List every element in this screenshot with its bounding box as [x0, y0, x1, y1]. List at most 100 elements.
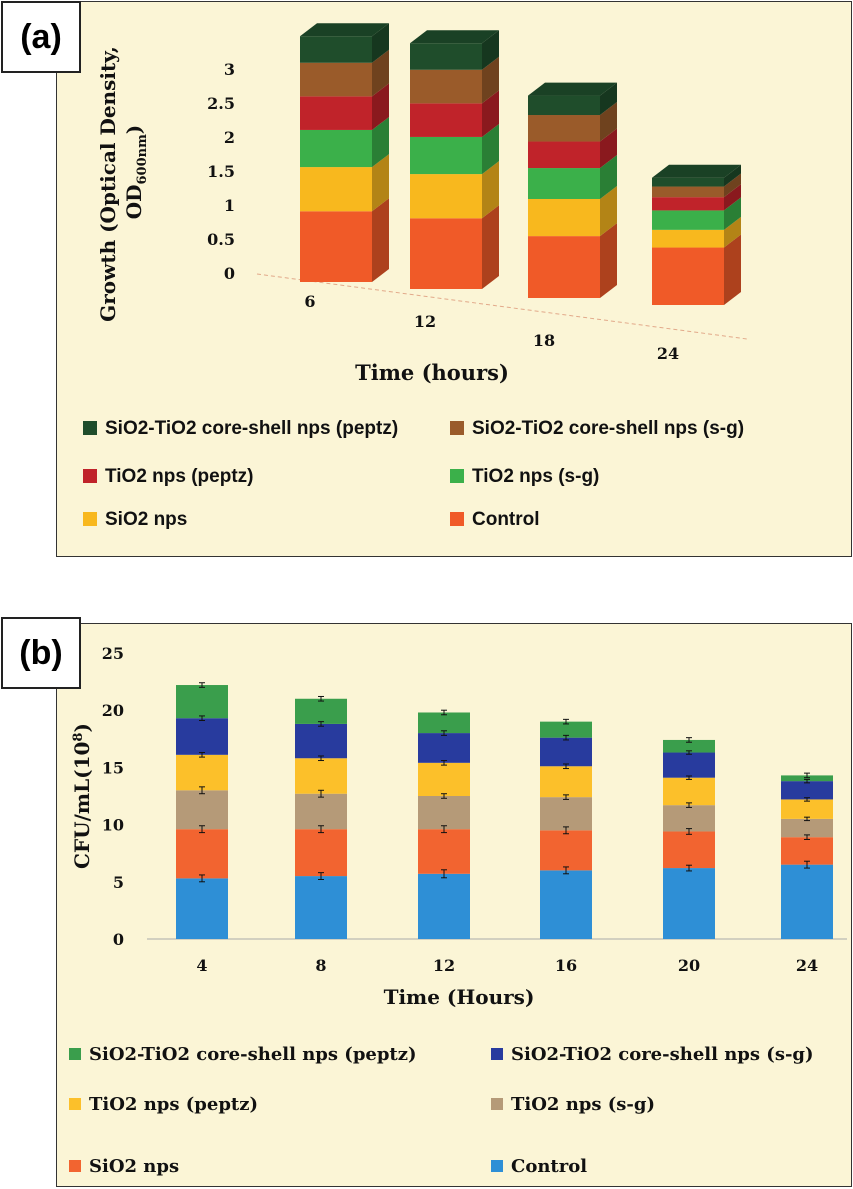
- bar-a-top: [652, 164, 741, 178]
- bar-b-segment: [295, 758, 347, 794]
- bar-a-segment: [300, 198, 389, 282]
- bar-a-front: [300, 167, 372, 212]
- y-tick-label-a: 1.5: [207, 162, 235, 181]
- bar-a-front: [528, 236, 600, 298]
- bar-a-segment: [652, 197, 741, 230]
- bar-b-segment: [781, 864, 833, 939]
- floor-line-a: [256, 273, 748, 340]
- y-tick-label-b: 25: [102, 644, 124, 663]
- y-axis-title-b-exp: 8: [71, 733, 86, 742]
- legend-b-swatch: [491, 1098, 503, 1110]
- bar-a-side: [724, 173, 741, 198]
- bar-a-side: [482, 161, 499, 219]
- x-tick-label-b: 12: [433, 956, 455, 975]
- y-tick-label-a: 2: [224, 128, 235, 147]
- bar-a-side: [724, 184, 741, 211]
- bar-b-segment: [663, 777, 715, 806]
- x-tick-label-b: 24: [796, 956, 818, 975]
- bar-b-segment: [176, 829, 228, 879]
- bar-a-front: [652, 247, 724, 305]
- bar-b-segment: [781, 775, 833, 782]
- bar-a-front: [300, 36, 372, 63]
- panel-label-a: (a): [1, 1, 81, 73]
- y-axis-title-a: Growth (Optical Density,: [96, 46, 120, 322]
- y-tick-label-b: 20: [102, 701, 124, 720]
- legend-a-swatch: [450, 421, 464, 435]
- bar-a-segment: [528, 185, 617, 237]
- bar-b-segment: [418, 712, 470, 734]
- bar-b-segment: [418, 762, 470, 796]
- legend-a-swatch: [83, 421, 97, 435]
- bar-a-side: [372, 154, 389, 212]
- legend-a-label: SiO2-TiO2 core-shell nps (s-g): [472, 418, 744, 439]
- legend-a-swatch: [83, 512, 97, 526]
- bar-b-segment: [663, 752, 715, 778]
- x-tick-label-a: 12: [414, 312, 436, 331]
- bar-a-segment: [652, 164, 741, 187]
- legend-a-label: TiO2 nps (peptz): [105, 466, 253, 487]
- bar-a-front: [300, 129, 372, 168]
- x-tick-label-a: 18: [533, 331, 555, 350]
- bar-b-segment: [176, 718, 228, 755]
- y-tick-label-a: 2.5: [207, 94, 235, 113]
- bar-a-front: [410, 43, 482, 70]
- panel-label-b: (b): [1, 617, 81, 689]
- bar-b-segment: [295, 698, 347, 724]
- bar-b-segment: [781, 781, 833, 800]
- bar-a-segment: [652, 216, 741, 248]
- bar-b-segment: [540, 766, 592, 798]
- bar-a-side: [372, 116, 389, 168]
- bar-a-front: [410, 136, 482, 175]
- bar-a-top: [528, 82, 617, 96]
- bar-a-side: [600, 185, 617, 237]
- bar-a-side: [724, 216, 741, 248]
- bar-a-segment: [528, 128, 617, 169]
- bar-a-front: [410, 174, 482, 219]
- bar-b-segment: [418, 796, 470, 830]
- bar-b-segment: [663, 739, 715, 753]
- bar-a-side: [372, 83, 389, 130]
- bar-a-side: [600, 223, 617, 298]
- y-tick-label-a: 1: [224, 196, 235, 215]
- bar-a-front: [528, 168, 600, 199]
- legend-b-label: SiO2-TiO2 core-shell nps (s-g): [511, 1044, 814, 1065]
- bar-b-segment: [418, 873, 470, 939]
- legend-b-swatch: [491, 1160, 503, 1172]
- bar-a-side: [482, 123, 499, 175]
- bar-a-top: [410, 30, 499, 44]
- y-tick-label-a: 3: [224, 60, 235, 79]
- bar-b-segment: [781, 818, 833, 838]
- bar-b-segment: [540, 830, 592, 871]
- legend-a-label: TiO2 nps (s-g): [472, 466, 599, 487]
- bar-a-front: [410, 218, 482, 289]
- bar-a-front: [652, 229, 724, 248]
- bar-a-segment: [652, 184, 741, 211]
- bar-a-side: [372, 23, 389, 63]
- y-tick-label-b: 10: [102, 816, 124, 835]
- bar-a-front: [652, 186, 724, 198]
- bar-a-segment: [528, 82, 617, 116]
- bar-b-segment: [176, 685, 228, 719]
- bar-a-side: [482, 30, 499, 70]
- legend-a-label: SiO2-TiO2 core-shell nps (peptz): [105, 418, 398, 439]
- bar-a-side: [482, 56, 499, 104]
- bar-a-side: [600, 82, 617, 116]
- bar-a-front: [652, 197, 724, 211]
- x-tick-label-b: 16: [555, 956, 577, 975]
- bar-a-segment: [528, 102, 617, 142]
- panel-b: 0 5 10 15 20 25 CFU/mL(108) 4 8 12 16 20 24 Time (Hou…: [56, 623, 852, 1187]
- legend-b-label: TiO2 nps (peptz): [89, 1094, 258, 1115]
- bar-a-side: [482, 90, 499, 137]
- bar-b-segment: [176, 754, 228, 791]
- bar-a-segment: [410, 205, 499, 289]
- bar-a-side: [724, 164, 741, 187]
- bar-a-segment: [652, 234, 741, 305]
- bar-a-side: [372, 198, 389, 282]
- bar-b-segment: [418, 829, 470, 874]
- legend-b-swatch: [69, 1098, 81, 1110]
- bar-a-segment: [300, 116, 389, 168]
- bar-b-segment: [418, 733, 470, 763]
- bar-a-segment: [300, 83, 389, 130]
- bar-a-front: [300, 96, 372, 130]
